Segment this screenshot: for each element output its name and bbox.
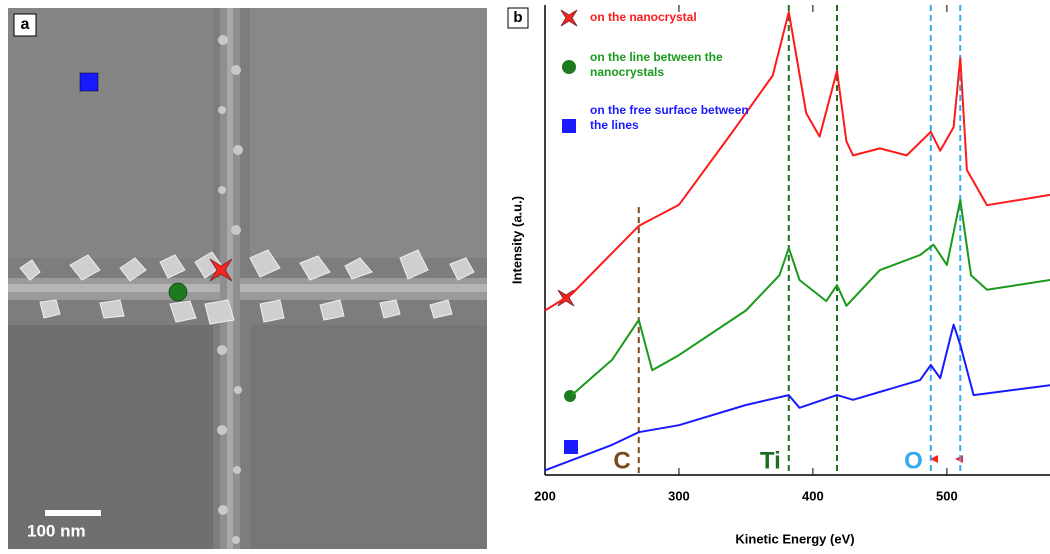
annotation: Ti [760,447,781,474]
figure: 100 nm a b Intensity (a.u.) Kinetic Ener… [0,0,1050,554]
annotation: O [904,447,923,474]
legend-entry: on the nanocrystal [590,10,760,25]
legend-entry: on the line between the nanocrystals [590,50,760,80]
x-axis-label: Kinetic Energy (eV) [735,531,854,546]
x-tick-label: 300 [668,488,690,503]
annotation: C [613,447,630,474]
x-tick-label: 500 [936,488,958,503]
y-axis-label: Intensity (a.u.) [509,196,524,284]
x-tick-label: 200 [534,488,556,503]
micrograph: 100 nm a [8,8,487,549]
panel-label: a [21,16,30,33]
chart: 100 nm a b Intensity (a.u.) Kinetic Ener… [0,0,1050,554]
scale-bar-label: 100 nm [27,521,86,540]
x-tick-label: 400 [802,488,824,503]
legend-entry: on the free surface between the lines [590,103,760,133]
panel-label: b [513,9,522,26]
series-line [572,200,1050,395]
